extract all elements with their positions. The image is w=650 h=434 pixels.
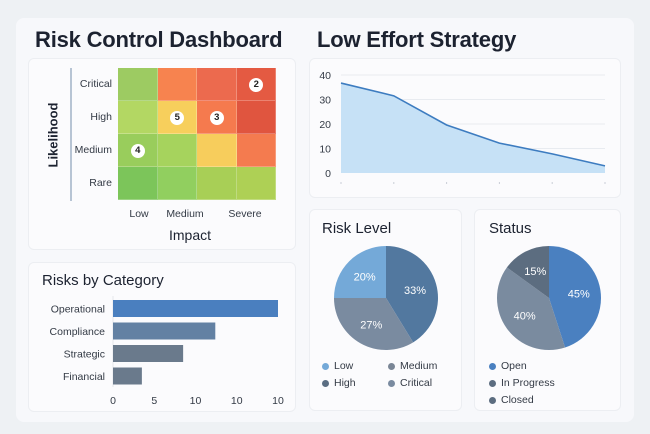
legend-label: Low xyxy=(334,360,354,372)
risk-count-badge: 4 xyxy=(130,143,145,158)
legend-item-high[interactable]: High xyxy=(322,377,356,389)
risk-matrix-cell[interactable] xyxy=(118,101,158,134)
risk-matrix-cell[interactable] xyxy=(157,134,197,167)
risk-matrix-cell[interactable] xyxy=(157,68,197,101)
category-label-strategic: Strategic xyxy=(64,349,105,361)
x-tick-label: 0 xyxy=(110,395,116,407)
slice-label-critical: 27% xyxy=(360,319,382,331)
bar-financial[interactable] xyxy=(113,367,142,385)
pie-slice-in-progress[interactable] xyxy=(497,267,566,350)
pie-slice-critical[interactable] xyxy=(334,298,414,350)
y-tick-label: 20 xyxy=(319,119,331,131)
legend-item-closed[interactable]: Closed xyxy=(489,394,534,406)
likelihood-label-high: High xyxy=(90,111,112,123)
category-label-financial: Financial xyxy=(63,371,105,383)
y-tick-label: 40 xyxy=(319,70,331,82)
legend-label: Critical xyxy=(400,377,433,389)
impact-tick-severe: Severe xyxy=(228,208,262,220)
legend-item-in-progress[interactable]: In Progress xyxy=(489,377,555,389)
dashboard-title: Risk Control Dashboard xyxy=(35,27,283,52)
pie-slice-closed[interactable] xyxy=(506,246,549,298)
risk-matrix-cell[interactable] xyxy=(236,167,276,200)
legend-label: Closed xyxy=(501,394,534,406)
risk-count-badge: 5 xyxy=(170,110,185,125)
status-pie: 45% 40% 15% xyxy=(497,246,601,350)
risk-matrix-cell[interactable] xyxy=(118,167,158,200)
status-title: Status xyxy=(489,220,532,237)
risk-matrix-cell[interactable] xyxy=(236,134,276,167)
legend-label: High xyxy=(334,377,356,389)
likelihood-label-medium: Medium xyxy=(74,144,112,156)
legend-dot-icon xyxy=(489,396,496,404)
pie-slice-high[interactable] xyxy=(386,246,439,343)
risk-matrix-cell[interactable] xyxy=(197,68,237,101)
strategy-title: Low Effort Strategy xyxy=(317,27,517,52)
likelihood-label-critical: Critical xyxy=(79,78,112,90)
legend-item-open[interactable]: Open xyxy=(489,360,527,372)
risk-level-title: Risk Level xyxy=(322,220,392,237)
risk-count-badge: 3 xyxy=(209,110,224,125)
bar-compliance[interactable] xyxy=(113,322,216,340)
x-tick-label: 10 xyxy=(272,395,284,407)
risk-matrix-cell[interactable] xyxy=(236,101,276,134)
slice-label-closed: 15% xyxy=(524,266,546,278)
category-label-compliance: Compliance xyxy=(50,326,106,338)
legend-dot-icon xyxy=(489,362,496,370)
legend-dot-icon xyxy=(388,362,395,370)
y-tick-label: 10 xyxy=(319,144,331,156)
series-line xyxy=(340,82,606,167)
legend-label: Medium xyxy=(400,360,438,372)
x-tick-label: 10 xyxy=(231,395,243,407)
category-label-operational: Operational xyxy=(51,304,105,316)
legend-label: In Progress xyxy=(501,377,555,389)
legend-item-low[interactable]: Low xyxy=(322,360,353,372)
legend-item-medium[interactable]: Medium xyxy=(388,360,437,372)
legend-label: Open xyxy=(501,360,527,372)
slice-label-high: 33% xyxy=(404,285,426,297)
bar-operational[interactable] xyxy=(113,300,278,317)
legend-dot-icon xyxy=(388,379,395,387)
pie-slice-low[interactable] xyxy=(334,246,386,298)
risk-matrix-cell[interactable] xyxy=(118,68,158,101)
bar-strategic[interactable] xyxy=(113,345,184,362)
pie-slice-open[interactable] xyxy=(549,246,601,348)
y-tick-label: 30 xyxy=(319,95,331,107)
slice-label-in-progress: 40% xyxy=(514,311,536,323)
x-tick-label: 5 xyxy=(151,395,157,407)
strategy-area-chart: 0 10 20 30 40 xyxy=(319,70,606,184)
legend-dot-icon xyxy=(489,379,496,387)
impact-tick-low: Low xyxy=(129,208,149,220)
slice-label-low: 20% xyxy=(354,272,376,284)
risks-by-category-chart: Operational Compliance Strategic Financial 0… xyxy=(50,296,284,407)
risk-matrix-cell[interactable] xyxy=(157,167,197,200)
legend-dot-icon xyxy=(322,362,329,370)
impact-tick-medium: Medium xyxy=(166,208,204,220)
likelihood-axis-line xyxy=(70,68,72,201)
strategy-chart-card xyxy=(309,58,621,198)
legend-dot-icon xyxy=(322,379,329,387)
risk-count-badge: 2 xyxy=(249,77,264,92)
risks-by-category-title: Risks by Category xyxy=(42,272,164,289)
x-tick-label: 10 xyxy=(190,395,202,407)
area-fill xyxy=(341,83,605,173)
risk-matrix-cell[interactable] xyxy=(197,167,237,200)
legend-item-critical[interactable]: Critical xyxy=(388,377,432,389)
likelihood-label-rare: Rare xyxy=(89,177,112,189)
risk-level-pie: 33% 27% 20% xyxy=(334,246,439,350)
slice-label-open: 45% xyxy=(568,288,590,300)
impact-axis-label: Impact xyxy=(169,227,212,243)
y-tick-label: 0 xyxy=(325,168,331,180)
risk-matrix-cell[interactable] xyxy=(197,134,237,167)
